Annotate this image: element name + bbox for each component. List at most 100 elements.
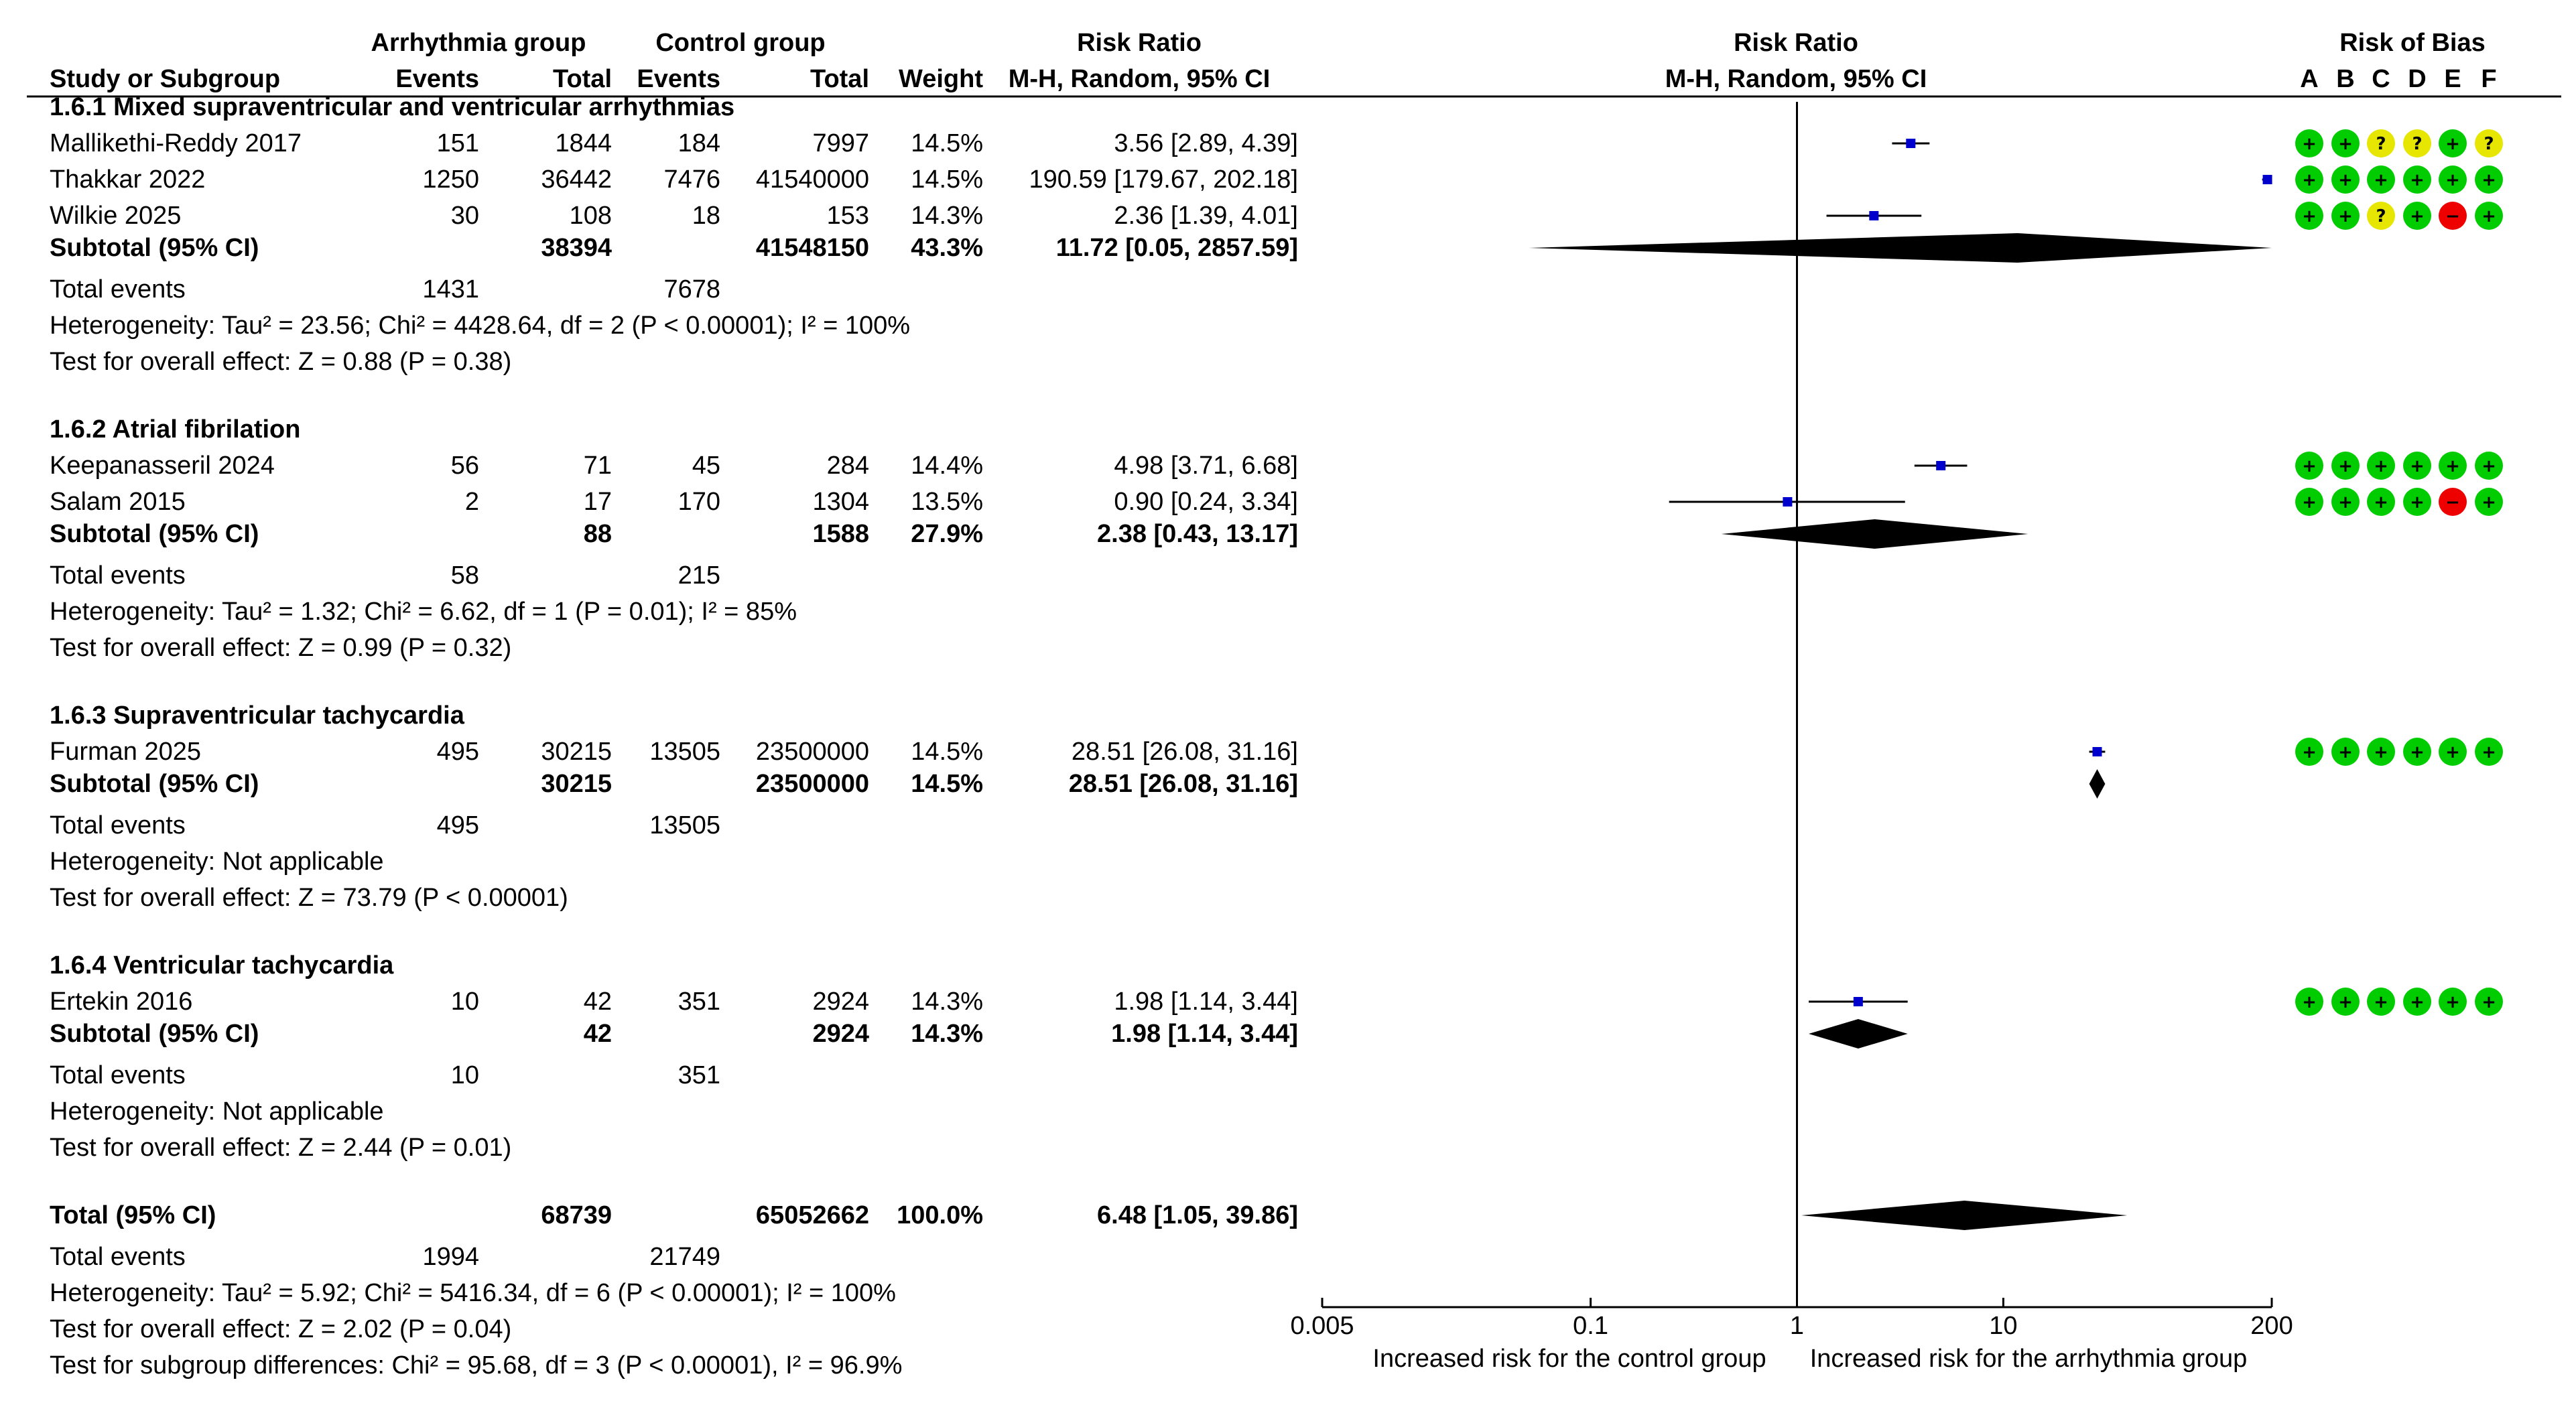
exp-events: 495 <box>437 738 479 766</box>
overall-ctl-total: 65052662 <box>756 1201 869 1229</box>
rob-symbol: + <box>2482 492 2496 513</box>
risk-of-bias-panel: + +?? + ?+ + + + + ++ +? + − ++ + + + + ++ + + + − ++ + + + + ++ + + +… <box>2295 129 2503 1016</box>
rob-dot <box>2331 988 2360 1016</box>
study-ci: 3.56 [2.89, 4.39] <box>1114 129 1298 157</box>
study-col-header: Study or Subgroup <box>50 65 280 93</box>
rob-symbol: + <box>2302 742 2317 762</box>
exp-events: 2 <box>465 488 479 516</box>
rob-dot <box>2475 988 2503 1016</box>
rob-dot <box>2403 988 2431 1016</box>
total-events-ctl: 215 <box>678 561 720 590</box>
exp-events: 151 <box>437 129 479 157</box>
rob-symbol: ? <box>2412 134 2422 154</box>
rob-symbol: + <box>2338 206 2353 226</box>
rob-symbol: + <box>2374 456 2388 476</box>
rob-symbol: + <box>2410 492 2425 513</box>
rob-symbol: + <box>2374 492 2388 513</box>
rob-symbol: + <box>2338 742 2353 762</box>
subtotal-diamond <box>1721 519 2028 549</box>
ctl-total: 1304 <box>812 488 869 516</box>
subtotal-ctl-total: 23500000 <box>756 770 869 798</box>
exp-events: 10 <box>451 988 479 1016</box>
study-weight: 14.5% <box>911 129 983 157</box>
overall-diamond <box>1801 1201 2128 1230</box>
exp-events: 56 <box>451 452 479 480</box>
subgroup-difference-test: Test for subgroup differences: Chi² = 95… <box>50 1351 902 1380</box>
rob-dot <box>2475 129 2503 157</box>
rob-dot <box>2475 452 2503 480</box>
overall-label: Total (95% CI) <box>50 1201 216 1229</box>
rob-symbol: + <box>2338 992 2353 1012</box>
rob-dot <box>2331 165 2360 194</box>
total-events-label: Total events <box>50 1061 186 1089</box>
overall-exp-total: 68739 <box>541 1201 612 1229</box>
forest-chart: 0.005 0.1 1 10 200 Increased risk for the con… <box>1290 102 2293 1373</box>
total-events-label: Total events <box>50 561 186 590</box>
plot-method-header: M-H, Random, 95% CI <box>1665 65 1927 93</box>
rob-dot <box>2403 488 2431 516</box>
rob-dot <box>2295 202 2323 230</box>
ctl-events: 13505 <box>649 738 720 766</box>
rob-dot <box>2295 165 2323 194</box>
ctl-group-header: Control group <box>655 29 825 57</box>
ctl-total: 153 <box>827 202 869 230</box>
study-weight: 14.4% <box>911 452 983 480</box>
subtotal-ctl-total: 1588 <box>812 520 869 548</box>
rr-header: Risk Ratio <box>1077 29 1202 57</box>
rob-dot <box>2295 988 2323 1016</box>
rob-symbol: ? <box>2484 134 2494 154</box>
heterogeneity-text: Heterogeneity: Tau² = 23.56; Chi² = 4428… <box>50 312 910 340</box>
rob-symbol: + <box>2482 456 2496 476</box>
total-events-ctl: 13505 <box>649 811 720 839</box>
ctl-events: 18 <box>692 202 720 230</box>
rob-symbol: + <box>2445 456 2460 476</box>
overall-effect-text: Test for overall effect: Z = 2.44 (P = 0… <box>50 1134 511 1162</box>
study-name: Salam 2015 <box>50 488 186 516</box>
rob-letter-b: B <box>2336 65 2354 93</box>
ctl-total: 284 <box>827 452 869 480</box>
subtotal-weight: 27.9% <box>911 520 983 548</box>
rob-symbol: + <box>2302 992 2317 1012</box>
left-favours-label: Increased risk for the control group <box>1372 1345 1766 1373</box>
subtotal-weight: 43.3% <box>911 234 983 262</box>
exp-events: 30 <box>451 202 479 230</box>
method-header: M-H, Random, 95% CI <box>1009 65 1271 93</box>
rob-dot <box>2403 129 2431 157</box>
subtotal-exp-total: 30215 <box>541 770 612 798</box>
exp-events-header: Events <box>395 65 479 93</box>
study-ci: 1.98 [1.14, 3.44] <box>1114 988 1298 1016</box>
ctl-events: 45 <box>692 452 720 480</box>
subtotal-weight: 14.3% <box>911 1020 983 1048</box>
x-tick-label: 0.1 <box>1573 1312 1608 1340</box>
rob-letter-d: D <box>2408 65 2426 93</box>
overall-effect-text: Test for overall effect: Z = 0.99 (P = 0… <box>50 634 511 662</box>
ctl-total: 41540000 <box>756 165 869 194</box>
rob-symbol: + <box>2302 134 2317 154</box>
exp-total: 1844 <box>555 129 612 157</box>
rob-symbol: + <box>2445 170 2460 190</box>
rob-symbol: ? <box>2376 134 2386 154</box>
study-square <box>1783 497 1793 507</box>
total-events-ctl: 7678 <box>663 275 720 304</box>
rob-dot <box>2331 452 2360 480</box>
rob-dot <box>2367 202 2395 230</box>
study-ci: 4.98 [3.71, 6.68] <box>1114 452 1298 480</box>
study-name: Furman 2025 <box>50 738 201 766</box>
study-square <box>1869 211 1879 220</box>
study-name: Keepanasseril 2024 <box>50 452 275 480</box>
subtotal-diamond <box>1809 1019 1908 1049</box>
exp-events: 1250 <box>422 165 479 194</box>
ctl-total: 2924 <box>812 988 869 1016</box>
exp-total: 36442 <box>541 165 612 194</box>
rob-symbol: − <box>2445 206 2460 226</box>
exp-group-header: Arrhythmia group <box>371 29 586 57</box>
rob-header: Risk of Bias <box>2339 29 2486 57</box>
total-events-ctl: 351 <box>678 1061 720 1089</box>
subtotal-weight: 14.5% <box>911 770 983 798</box>
header-block: Arrhythmia group Control group Risk Ratio R… <box>27 29 2561 98</box>
weight-header: Weight <box>899 65 983 93</box>
subtotal-ci: 28.51 [26.08, 31.16] <box>1069 770 1298 798</box>
rob-symbol: + <box>2410 170 2425 190</box>
rob-symbol: + <box>2338 456 2353 476</box>
study-ci: 28.51 [26.08, 31.16] <box>1072 738 1298 766</box>
